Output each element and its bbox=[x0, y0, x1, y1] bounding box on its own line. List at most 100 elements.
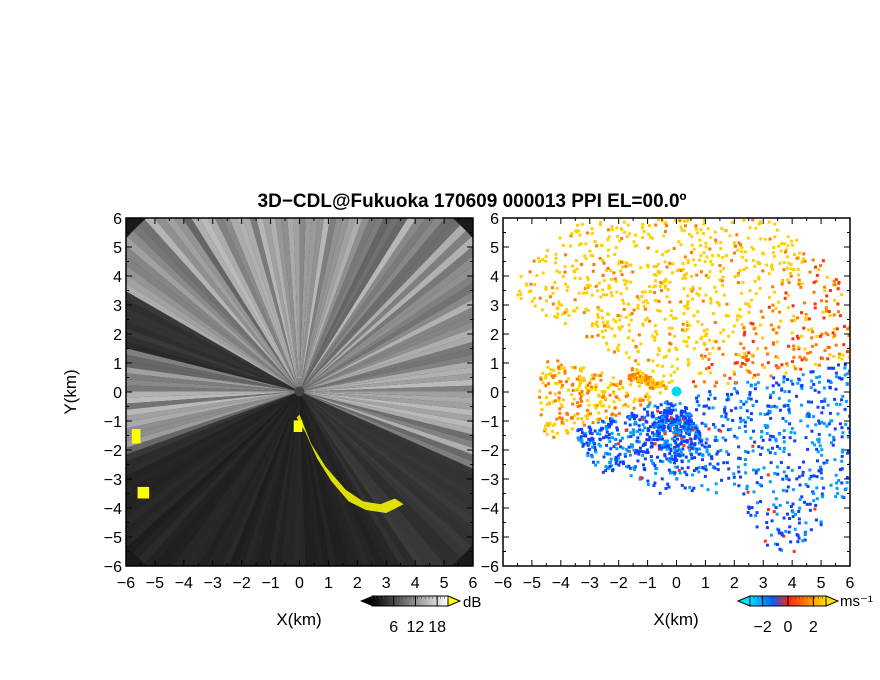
velocity-cell bbox=[803, 259, 807, 263]
snr-ray bbox=[299, 218, 306, 392]
velocity-cell bbox=[765, 431, 769, 435]
velocity-cell bbox=[561, 274, 565, 278]
velocity-cell bbox=[670, 364, 674, 368]
velocity-cell bbox=[826, 345, 830, 349]
velocity-cell bbox=[710, 455, 714, 459]
velocity-cell bbox=[590, 324, 594, 328]
velocity-cell bbox=[828, 353, 832, 357]
velocity-cell bbox=[773, 451, 777, 455]
velocity-cell bbox=[630, 312, 634, 316]
velocity-cell bbox=[821, 259, 825, 263]
velocity-cell bbox=[714, 340, 718, 344]
snr-panel: −6 −5 −4 −3 −2 −1 0 1 2 3 4 5 6 6543210−1−2−3−4−5−6 … bbox=[61, 211, 478, 629]
velocity-cell bbox=[593, 429, 597, 433]
velocity-cell bbox=[600, 404, 604, 408]
velocity-cell bbox=[806, 484, 810, 488]
velocity-cell bbox=[700, 335, 704, 339]
snr-ray bbox=[299, 391, 401, 566]
velocity-cell bbox=[804, 483, 808, 487]
snr-ray bbox=[126, 236, 300, 392]
velocity-cell bbox=[836, 302, 840, 306]
velocity-cell bbox=[632, 240, 636, 244]
velocity-cell bbox=[572, 397, 576, 401]
velocity-cell bbox=[613, 334, 617, 338]
velocity-cell bbox=[719, 241, 723, 245]
velocity-cell bbox=[627, 375, 631, 379]
velocity-cell bbox=[733, 251, 737, 255]
velocity-cell bbox=[753, 440, 757, 444]
velocity-cell bbox=[628, 417, 632, 421]
snr-ray bbox=[299, 379, 473, 392]
velocity-cell bbox=[613, 277, 617, 281]
velocity-cell bbox=[829, 483, 833, 487]
velocity-cell bbox=[791, 243, 795, 247]
velocity-cell bbox=[575, 230, 579, 234]
velocity-cell bbox=[815, 334, 819, 338]
velocity-cell bbox=[742, 346, 746, 350]
velocity-cell bbox=[612, 318, 616, 322]
velocity-cell bbox=[559, 386, 563, 390]
velocity-cell bbox=[823, 397, 827, 401]
velocity-cell bbox=[699, 254, 703, 258]
velocity-cell bbox=[578, 392, 582, 396]
velocity-cell bbox=[788, 271, 792, 275]
velocity-cell bbox=[828, 411, 832, 415]
velocity-cell bbox=[607, 425, 611, 429]
velocity-cell bbox=[661, 253, 665, 257]
velocity-cell bbox=[768, 451, 772, 455]
velocity-cell bbox=[741, 355, 745, 359]
velocity-cell bbox=[669, 460, 673, 464]
velocity-cell bbox=[707, 397, 711, 401]
snr-ray bbox=[206, 391, 300, 566]
velocity-cell bbox=[623, 454, 627, 458]
velocity-cell bbox=[576, 229, 580, 233]
velocity-cell bbox=[822, 285, 826, 289]
velocity-cell bbox=[548, 295, 552, 299]
velocity-cell bbox=[635, 295, 639, 299]
velocity-cell bbox=[597, 394, 601, 398]
velocity-cell bbox=[673, 427, 677, 431]
velocity-cell bbox=[797, 347, 801, 351]
snr-ray bbox=[299, 218, 318, 392]
velocity-cell bbox=[669, 447, 673, 451]
velocity-cell bbox=[774, 497, 778, 501]
velocity-cell bbox=[602, 404, 606, 408]
velocity-cell bbox=[689, 428, 693, 432]
velocity-cell bbox=[762, 466, 766, 470]
velocity-cell bbox=[702, 232, 706, 236]
velocity-cell bbox=[729, 409, 733, 413]
velocity-cell bbox=[654, 298, 658, 302]
velocity-cell bbox=[739, 365, 743, 369]
snr-ray bbox=[299, 391, 473, 404]
snr-ray bbox=[299, 391, 473, 410]
snr-y-tick-label: 0 bbox=[113, 385, 122, 402]
velocity-cell bbox=[586, 408, 590, 412]
velocity-cell bbox=[665, 265, 669, 269]
velocity-cell bbox=[729, 427, 733, 431]
velocity-cell bbox=[835, 327, 839, 331]
velocity-cell bbox=[600, 390, 604, 394]
velocity-cell bbox=[689, 251, 693, 255]
velocity-cell bbox=[844, 422, 848, 426]
snr-ray bbox=[299, 218, 312, 392]
velocity-cell bbox=[633, 465, 637, 469]
velocity-cell bbox=[823, 399, 827, 403]
velocity-cell bbox=[796, 345, 800, 349]
velocity-cell bbox=[774, 355, 778, 359]
velocity-cell bbox=[737, 445, 741, 449]
velocity-cell bbox=[567, 313, 571, 317]
velocity-cell bbox=[608, 417, 612, 421]
velocity-cell bbox=[827, 366, 831, 370]
velocity-cell bbox=[675, 449, 679, 453]
velocity-cell bbox=[548, 391, 552, 395]
velocity-cell bbox=[806, 400, 810, 404]
snr-y-tick-label: −2 bbox=[104, 443, 122, 460]
velocity-cell bbox=[809, 528, 813, 532]
velocity-cell bbox=[650, 236, 654, 240]
velocity-cell bbox=[691, 258, 695, 262]
velocity-cell bbox=[780, 533, 784, 537]
velocity-cell bbox=[817, 380, 821, 384]
velocity-cell bbox=[707, 427, 711, 431]
velocity-cell bbox=[751, 449, 755, 453]
velocity-cell bbox=[813, 388, 817, 392]
